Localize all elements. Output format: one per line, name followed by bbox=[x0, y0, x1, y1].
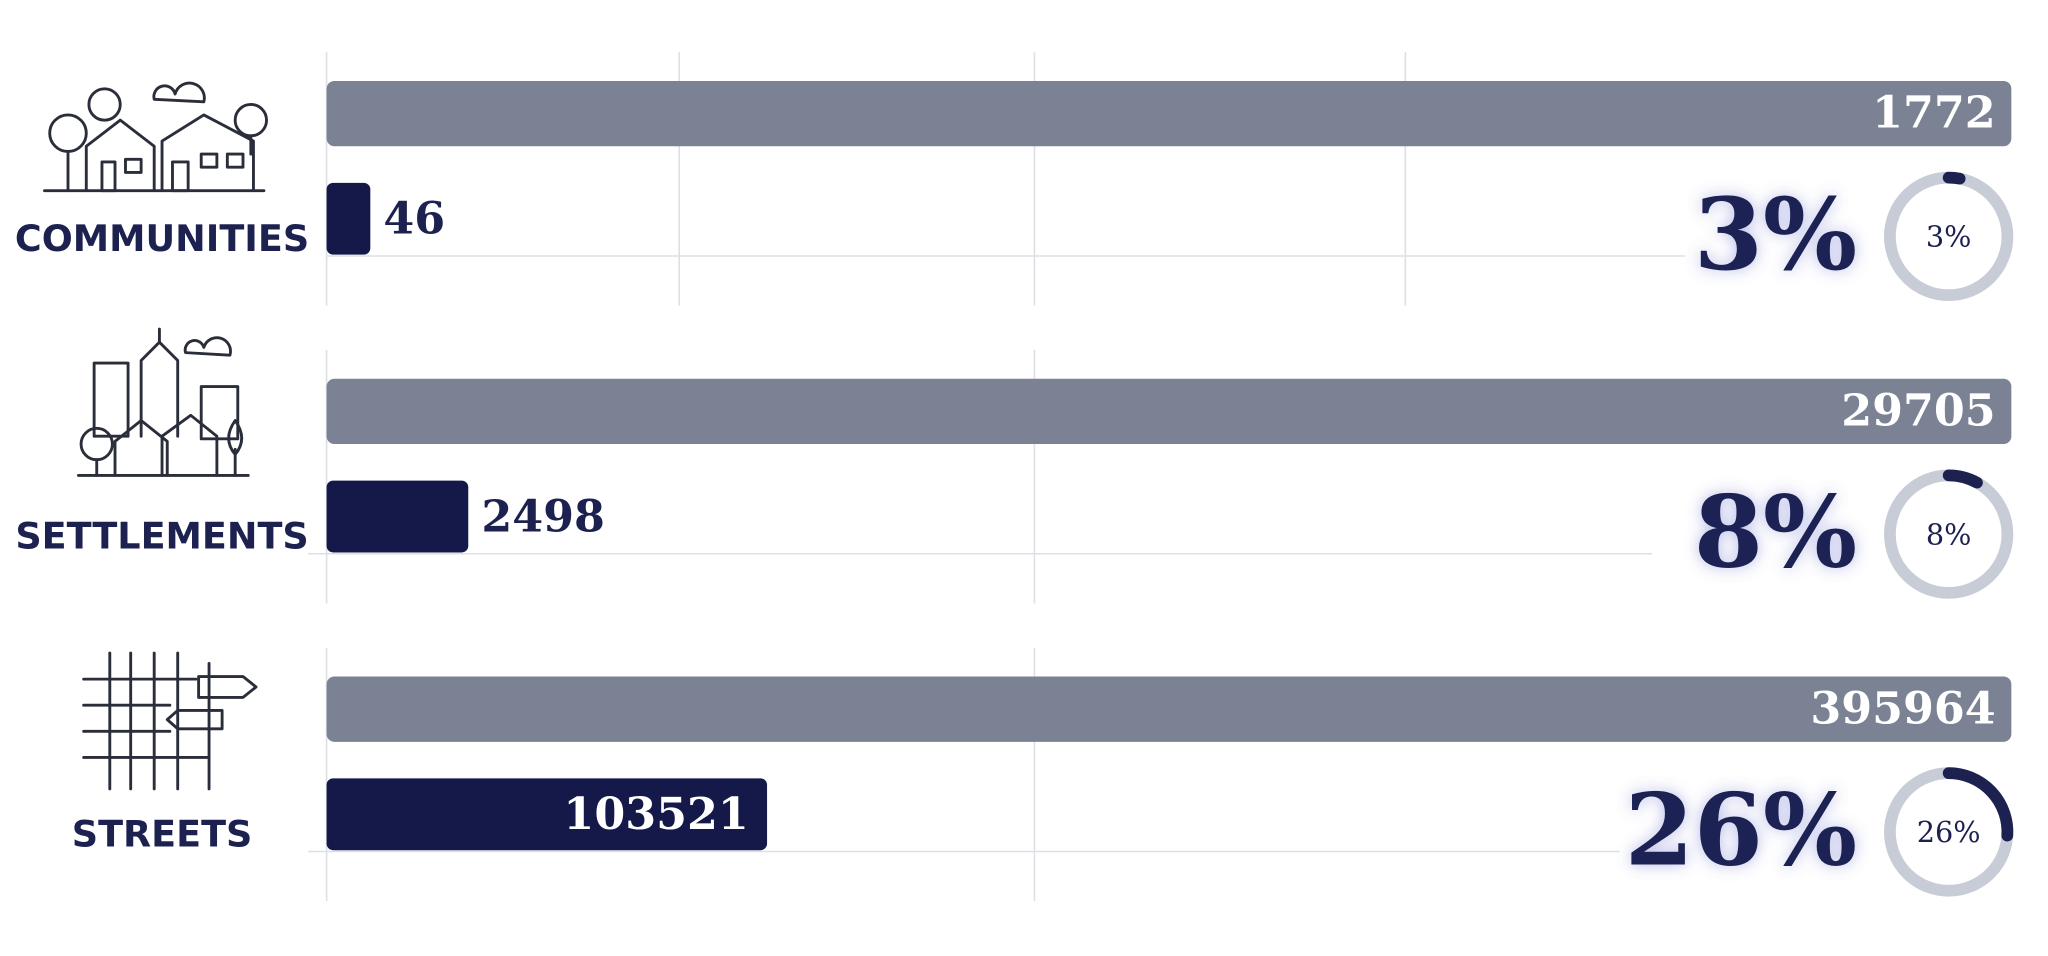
total-bar bbox=[326, 378, 2012, 445]
category-label: SETTLEMENTS bbox=[15, 515, 308, 558]
part-value: 46 bbox=[383, 193, 445, 245]
streets-icon bbox=[82, 651, 258, 791]
donut-arc bbox=[1942, 469, 1983, 489]
total-bar bbox=[326, 80, 2012, 147]
share-big: 8% bbox=[1694, 475, 1857, 591]
donut-arc bbox=[1942, 767, 2014, 842]
settlements-icon bbox=[77, 327, 250, 477]
total-value: 1772 bbox=[1872, 87, 1996, 139]
total-bar bbox=[326, 676, 2012, 742]
share-big: 26% bbox=[1625, 772, 1857, 888]
total-value: 395964 bbox=[1810, 682, 1995, 734]
share-big: 3% bbox=[1694, 177, 1857, 293]
category-label: STREETS bbox=[72, 812, 253, 855]
share-small: 8% bbox=[1926, 517, 1972, 551]
part-bar bbox=[326, 480, 469, 553]
communities-icon bbox=[43, 81, 268, 193]
part-value: 103521 bbox=[563, 788, 748, 840]
share-small: 26% bbox=[1917, 815, 1981, 849]
donut-arc bbox=[1942, 171, 1966, 185]
part-bar bbox=[326, 778, 768, 851]
part-value: 2498 bbox=[481, 490, 605, 542]
total-value: 29705 bbox=[1841, 385, 1995, 437]
category-label: COMMUNITIES bbox=[15, 217, 309, 260]
part-bar bbox=[326, 182, 371, 255]
share-small: 3% bbox=[1926, 220, 1972, 254]
